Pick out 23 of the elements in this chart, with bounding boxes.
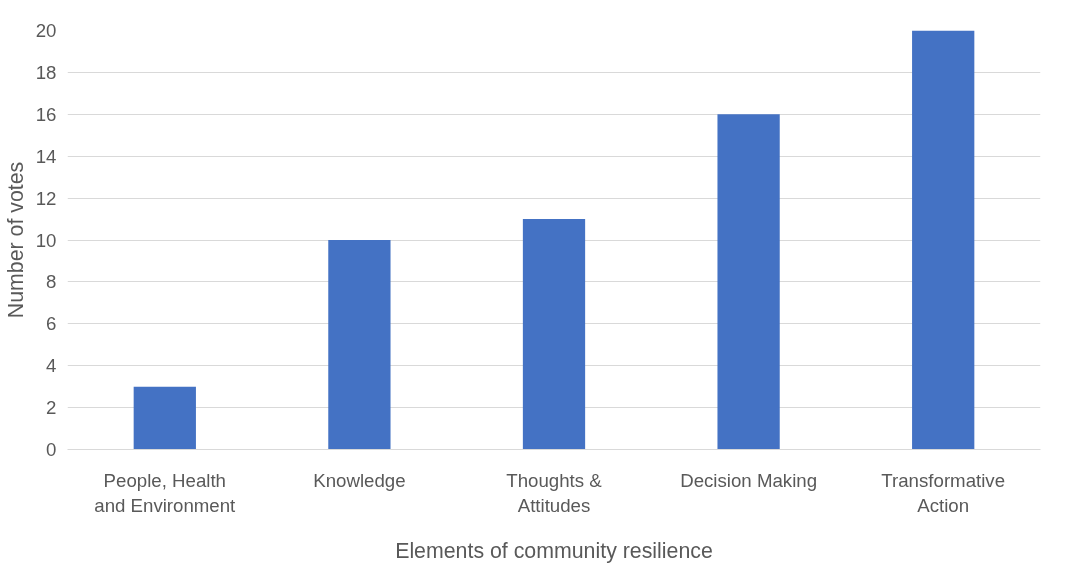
y-tick-label: 18 [35,61,57,83]
bar [717,114,780,450]
bar [912,30,975,450]
bar [133,386,196,450]
x-tick-label: Knowledge [313,469,406,491]
y-tick-label: 10 [35,229,57,251]
bar [522,219,586,450]
x-tick-label: Thoughts & Attitudes [506,469,603,516]
y-tick-label: 20 [35,20,57,41]
y-tick-label: 8 [46,271,57,293]
y-tick-label: 12 [35,187,57,209]
x-tick-label: Decision Making [680,469,818,491]
y-axis-title: Number of votes [3,161,28,319]
y-tick-label: 4 [46,355,57,377]
y-tick-label: 6 [46,313,57,335]
y-tick-label: 2 [46,397,57,419]
x-axis-title: Elements of community resilience [395,538,713,563]
x-tick-label: People, Health and Environment [94,469,237,516]
bar [328,240,391,450]
y-tick-label: 0 [46,439,57,460]
x-tick-label: Transformative Action [881,469,1006,516]
y-tick-label: 14 [35,145,57,167]
y-tick-label: 16 [35,103,57,125]
